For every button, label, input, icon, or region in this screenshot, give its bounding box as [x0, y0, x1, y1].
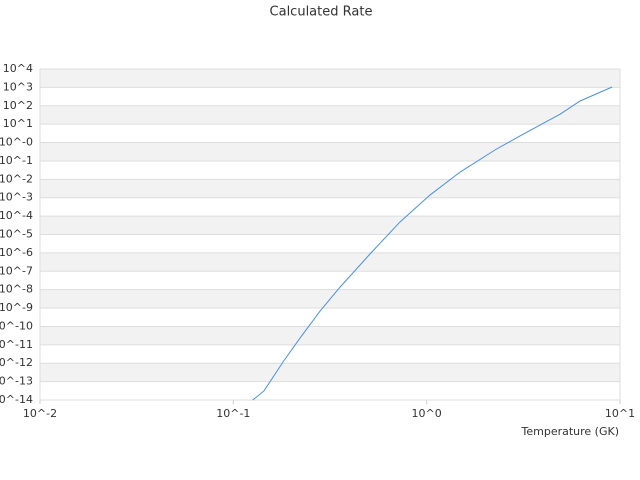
- y-tick-label: 10^-11: [0, 338, 33, 351]
- grid-band: [40, 252, 620, 272]
- y-tick-label: 10^3: [3, 80, 33, 93]
- y-tick-label: 10^-13: [0, 375, 33, 388]
- plot-border: [39, 68, 621, 401]
- grid-band: [40, 326, 620, 345]
- x-tick-label: 10^0: [412, 407, 442, 420]
- grid-band: [40, 179, 620, 198]
- y-tick-label: 10^-10: [0, 319, 33, 332]
- chart-title: Calculated Rate: [270, 5, 373, 20]
- y-tick-label: 10^-12: [0, 356, 33, 369]
- grid-band: [40, 216, 620, 235]
- y-tick-label: 10^-0: [0, 136, 33, 149]
- y-tick-label: 10^2: [3, 99, 33, 112]
- grid-band: [40, 142, 620, 161]
- y-tick-label: 10^-9: [0, 301, 33, 314]
- y-tick-label: 10^-6: [0, 246, 33, 259]
- x-tick-label: 10^-2: [23, 407, 57, 420]
- y-tick-label: 10^1: [3, 117, 33, 130]
- grid-band: [40, 363, 620, 382]
- x-tick-label: 10^1: [605, 407, 635, 420]
- x-tick-label: 10^-1: [216, 407, 250, 420]
- grid-band: [40, 69, 620, 88]
- x-axis-label: Temperature (GK): [521, 425, 620, 438]
- y-tick-label: 10^-5: [0, 228, 33, 241]
- y-tick-label: 10^-7: [0, 264, 33, 277]
- y-tick-label: 10^4: [3, 62, 33, 75]
- y-tick-label: 10^-3: [0, 191, 33, 204]
- y-tick-label: 10^-1: [0, 154, 33, 167]
- y-tick-label: 10^-8: [0, 283, 33, 296]
- data-line: [252, 86, 613, 401]
- y-tick-label: 10^-4: [0, 209, 33, 222]
- grid-band: [40, 105, 620, 125]
- y-tick-label: 10^-2: [0, 172, 33, 185]
- y-tick-label: 10^-14: [0, 393, 33, 406]
